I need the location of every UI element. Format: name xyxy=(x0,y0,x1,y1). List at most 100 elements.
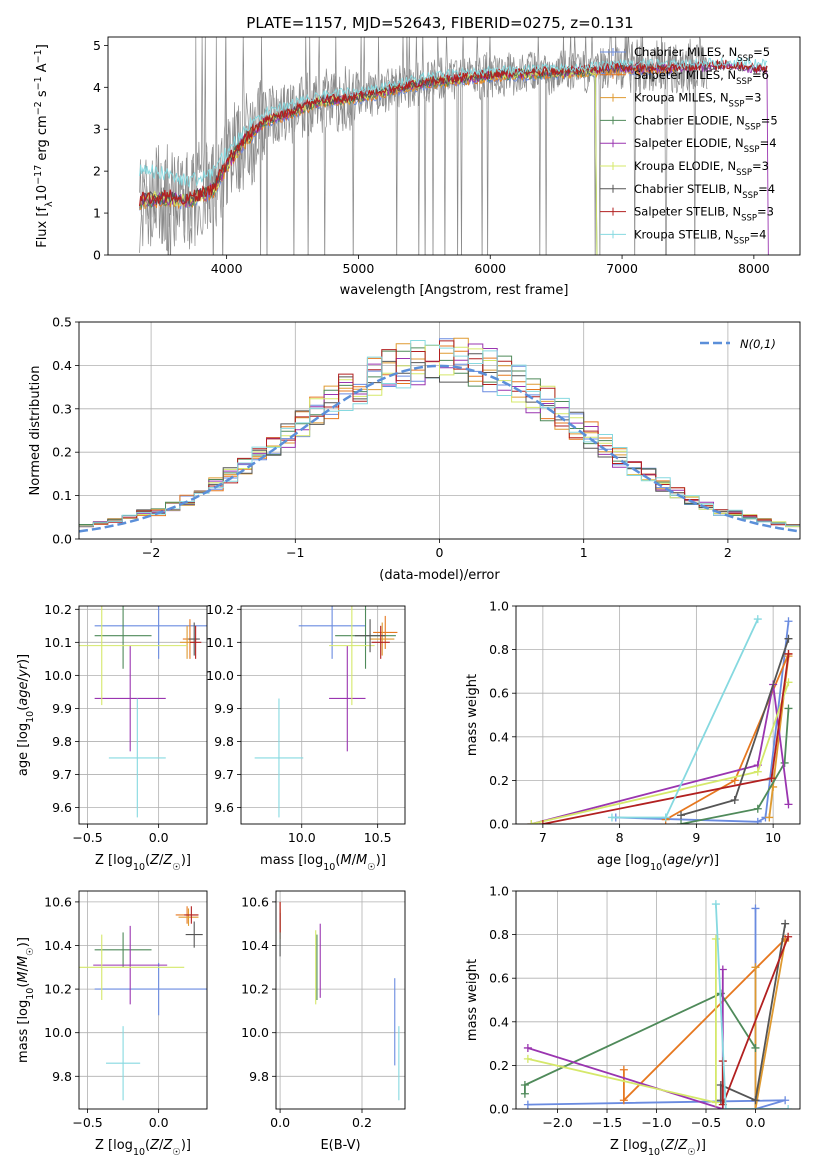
y-tick-label: 9.7 xyxy=(52,767,72,782)
x-tick-label: 8000 xyxy=(738,261,770,276)
legend-entry: Salpeter ELODIE, NSSP=4 xyxy=(634,136,777,155)
residuals-axes: −2 −1 0 1 2 0.0 0.1 0.2 0.3 0.4 0.5 xyxy=(52,315,800,560)
weight-marker xyxy=(661,813,670,822)
age_vs_Z-xlabel: Z [log10(Z/Z☉)] xyxy=(95,853,191,873)
mass_vs_Z-plot xyxy=(79,906,207,1101)
y-tick-label: 10.4 xyxy=(241,938,269,953)
x-tick-label: 7000 xyxy=(606,261,638,276)
weight-marker xyxy=(711,1098,720,1107)
x-tick-label: −0.5 xyxy=(72,1115,102,1130)
weight-marker xyxy=(784,634,793,643)
y-tick-label: 0.3 xyxy=(52,401,72,416)
weight-marker xyxy=(730,796,739,805)
y-tick-label: 10.0 xyxy=(206,668,234,683)
y-tick-label: 0.2 xyxy=(52,445,72,460)
y-tick-label: 10.2 xyxy=(44,982,72,997)
weight-line xyxy=(524,992,757,1094)
weight-marker xyxy=(753,817,762,824)
residuals-frame xyxy=(78,321,801,540)
y-tick-label: 9.8 xyxy=(249,1069,269,1084)
legend-entry: Salpeter STELIB, NSSP=3 xyxy=(634,205,774,224)
x-tick-label: 10.5 xyxy=(364,830,392,845)
histogram-series xyxy=(79,340,800,530)
y-tick-label: 10.1 xyxy=(206,635,234,650)
age_vs_mass-axes: 10.0 10.5 9.6 9.7 9.8 9.9 10.0 10.1 10.2 xyxy=(206,602,405,845)
y-tick-label: 10.1 xyxy=(44,635,72,650)
weight-marker xyxy=(751,963,760,972)
mass_vs_ebv-xlabel: E(B-V) xyxy=(320,1138,360,1153)
mass_weight_vs_age-frame xyxy=(515,605,801,825)
x-tick-label: 10 xyxy=(765,830,781,845)
mass_weight_vs_age-xlabel: age [log10(age/yr)] xyxy=(597,853,719,873)
weight-line xyxy=(719,923,787,1102)
y-tick-label: 10.2 xyxy=(44,602,72,617)
legend-entry: Kroupa ELODIE, NSSP=3 xyxy=(634,159,769,178)
x-tick-label: 5000 xyxy=(343,261,375,276)
weight-line xyxy=(527,969,724,1109)
histogram-series xyxy=(79,343,800,530)
y-tick-label: 9.8 xyxy=(52,1069,72,1084)
y-tick-label: 9.9 xyxy=(52,701,72,716)
mass_vs_Z-frame xyxy=(78,890,208,1110)
y-tick-label: 0.4 xyxy=(52,358,72,373)
residuals-xlabel: (data-model)/error xyxy=(379,568,500,583)
weight-marker xyxy=(523,1043,532,1052)
weight-marker xyxy=(753,767,762,776)
weight-marker xyxy=(721,1105,730,1109)
figure-title: PLATE=1157, MJD=52643, FIBERID=0275, z=0… xyxy=(246,14,633,32)
spectrum-axes: 4000 5000 6000 7000 8000 0 1 2 3 4 5 xyxy=(93,38,770,276)
weight-marker xyxy=(784,678,793,687)
mass_weight_vs_Z-frame xyxy=(515,890,801,1110)
weight-marker xyxy=(751,904,760,913)
weight-marker xyxy=(677,811,686,820)
x-tick-label: 0.0 xyxy=(149,1115,169,1130)
mass_weight_vs_Z-axes: −2.0 −1.5 −1.0 −0.5 0.0 0.0 0.2 0.4 0.6 0.8 1.0 xyxy=(489,884,800,1130)
weight-marker xyxy=(527,820,536,824)
residuals-ylabel: Normed distribution xyxy=(28,366,43,496)
x-tick-label: −1.5 xyxy=(592,1115,622,1130)
y-tick-label: 10.0 xyxy=(241,1025,269,1040)
y-tick-label: 9.9 xyxy=(214,701,234,716)
mass_vs_ebv-axes: 0.0 0.2 9.8 10.0 10.2 10.4 10.6 xyxy=(241,891,405,1130)
histogram-series xyxy=(79,344,800,530)
y-tick-label: 10.6 xyxy=(44,894,72,909)
spectrum-frame xyxy=(107,36,801,256)
weight-line xyxy=(531,684,790,824)
weight-marker xyxy=(677,820,686,824)
y-tick-label: 9.7 xyxy=(214,767,234,782)
x-tick-label: 7 xyxy=(539,830,547,845)
age_vs_Z-axes: −0.5 0.0 9.6 9.7 9.8 9.9 10.0 10.1 10.2 xyxy=(44,602,207,845)
y-tick-label: 0.0 xyxy=(52,532,72,547)
weight-marker xyxy=(784,932,793,941)
age_vs_Z-ylabel: age [log10(age/yr)] xyxy=(16,654,36,776)
spectrum-ylabel: Flux [fλ10−17 erg cm−2 s−1 A−1] xyxy=(33,44,55,248)
x-tick-label: 6000 xyxy=(474,261,506,276)
weight-marker xyxy=(780,758,789,767)
y-tick-label: 10.2 xyxy=(241,982,269,997)
normal-curve xyxy=(79,364,800,533)
age_vs_mass-plot xyxy=(254,606,398,818)
y-tick-label: 10.6 xyxy=(241,894,269,909)
weight-marker xyxy=(784,800,793,809)
legend-entry: Chabrier ELODIE, NSSP=5 xyxy=(634,113,778,132)
weight-marker xyxy=(765,813,774,822)
model-spectrum xyxy=(139,59,768,206)
y-tick-label: 0.1 xyxy=(52,488,72,503)
legend-entry: Chabrier STELIB, NSSP=4 xyxy=(634,182,775,201)
weight-marker xyxy=(781,919,790,928)
y-tick-label: 3 xyxy=(93,122,101,137)
weight-marker xyxy=(784,1105,793,1109)
weight-line xyxy=(754,940,787,1109)
mass_vs_Z-xlabel: Z [log10(Z/Z☉)] xyxy=(95,1138,191,1158)
weight-line xyxy=(680,708,790,824)
y-tick-label: 9.8 xyxy=(214,734,234,749)
weight-marker xyxy=(619,1096,628,1105)
y-tick-label: 0.0 xyxy=(489,817,509,832)
y-tick-label: 9.6 xyxy=(214,800,234,815)
y-tick-label: 4 xyxy=(93,80,101,95)
weight-marker xyxy=(781,1096,790,1105)
weight-line xyxy=(715,904,789,1109)
y-tick-label: 1 xyxy=(93,206,101,221)
age_vs_mass-xlabel: mass [log10(M/M☉)] xyxy=(260,853,386,873)
